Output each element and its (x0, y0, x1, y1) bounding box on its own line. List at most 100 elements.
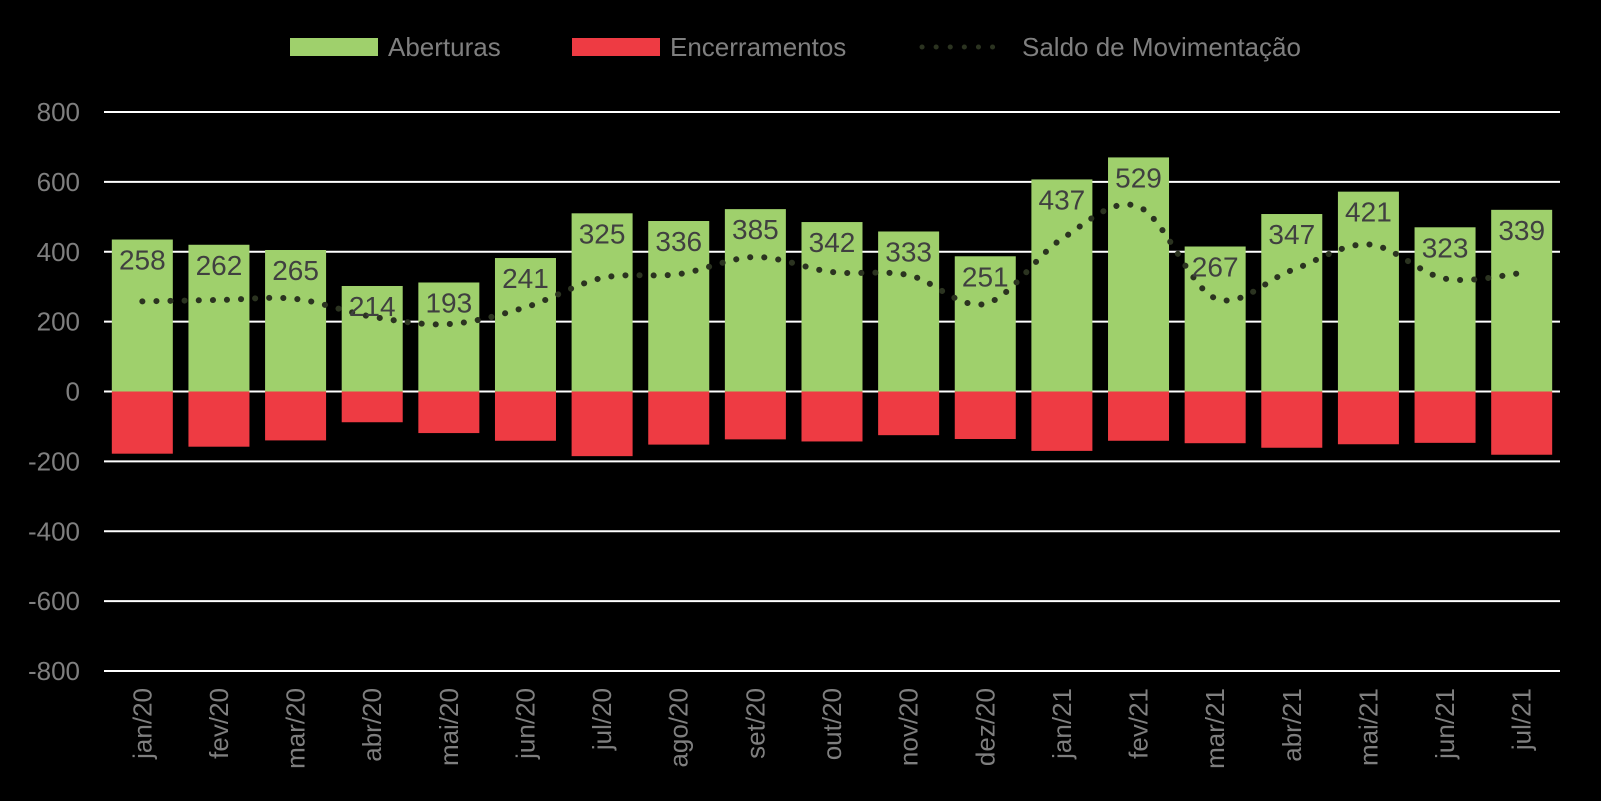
x-tick-label: jun/21 (1430, 688, 1460, 760)
bar-encerramentos (1261, 391, 1323, 448)
bar-encerramentos (724, 391, 786, 440)
bar-aberturas (801, 222, 863, 392)
bar-encerramentos (1414, 391, 1476, 443)
bar-aberturas (188, 244, 250, 392)
legend-label-encerramentos: Encerramentos (670, 32, 846, 62)
data-label: 262 (196, 250, 243, 281)
x-tick-label: jun/20 (510, 688, 540, 760)
saldo-line-path (139, 201, 1525, 328)
bar-aberturas (1491, 209, 1553, 392)
bar-encerramentos (265, 391, 327, 441)
x-tick-label: mai/21 (1353, 688, 1383, 766)
bar-aberturas (418, 282, 480, 392)
bar-aberturas (265, 250, 327, 392)
y-axis: 800 600 400 200 0 -200 -400 -600 -800 (28, 97, 80, 686)
bar-encerramentos (111, 391, 173, 454)
x-tick-label: set/20 (740, 688, 770, 759)
data-label: 336 (655, 226, 702, 257)
bar-aberturas (111, 239, 173, 392)
legend-item-encerramentos: Encerramentos (572, 32, 846, 62)
y-tick-label: -600 (28, 586, 80, 616)
bar-encerramentos (1337, 391, 1399, 445)
x-tick-label: jan/20 (127, 688, 157, 760)
data-label: 385 (732, 214, 779, 245)
data-label: 267 (1192, 252, 1239, 283)
bar-encerramentos (878, 391, 940, 436)
x-tick-label: mar/20 (281, 688, 311, 769)
data-label: 339 (1498, 215, 1545, 246)
bars (111, 157, 1553, 457)
data-label: 421 (1345, 197, 1392, 228)
data-label: 333 (885, 236, 932, 267)
x-tick-label: abr/20 (357, 688, 387, 762)
bar-encerramentos (1491, 391, 1553, 455)
data-label: 437 (1039, 184, 1086, 215)
bar-aberturas (1337, 191, 1399, 392)
bar-encerramentos (341, 391, 403, 423)
bar-aberturas (341, 285, 403, 392)
x-tick-label: fev/20 (204, 688, 234, 759)
data-label: 325 (579, 218, 626, 249)
x-tick-label: mar/21 (1200, 688, 1230, 769)
x-tick-label: out/20 (817, 688, 847, 760)
y-tick-label: 600 (37, 167, 80, 197)
data-label: 258 (119, 245, 166, 276)
x-tick-label: fev/21 (1124, 688, 1154, 759)
x-tick-label: nov/20 (894, 688, 924, 766)
legend-label-saldo: Saldo de Movimentação (1022, 32, 1301, 62)
data-label: 342 (809, 227, 856, 258)
bar-encerramentos (188, 391, 250, 447)
legend-item-aberturas: Aberturas (290, 32, 501, 62)
x-tick-label: dez/20 (970, 688, 1000, 766)
data-label: 193 (425, 287, 472, 318)
bar-encerramentos (648, 391, 710, 445)
bar-aberturas (1261, 214, 1323, 392)
legend-label-aberturas: Aberturas (388, 32, 501, 62)
bar-encerramentos (1108, 391, 1170, 441)
data-label: 251 (962, 261, 1009, 292)
y-tick-label: -800 (28, 656, 80, 686)
bar-encerramentos (571, 391, 633, 457)
data-labels: 258 262 265 214 193 241 325 336 385 342 333 251 437 5… (119, 162, 1545, 322)
x-tick-label: jan/21 (1047, 688, 1077, 760)
x-tick-label: jul/21 (1507, 688, 1537, 751)
y-tick-label: 200 (37, 307, 80, 337)
data-label: 241 (502, 263, 549, 294)
y-tick-label: 400 (37, 237, 80, 267)
bar-encerramentos (1031, 391, 1093, 451)
bar-aberturas (1414, 227, 1476, 392)
bar-aberturas (494, 258, 556, 392)
bar-aberturas (1184, 246, 1246, 392)
x-axis: jan/20 fev/20 mar/20 abr/20 mai/20 jun/20 jul/… (127, 688, 1536, 769)
data-label: 265 (272, 255, 319, 286)
bar-aberturas (724, 209, 786, 392)
bar-aberturas (648, 221, 710, 392)
bar-aberturas (878, 231, 940, 392)
legend-swatch-aberturas (290, 38, 378, 56)
saldo-line (139, 201, 1525, 328)
bar-aberturas (954, 256, 1016, 392)
data-label: 323 (1422, 232, 1469, 263)
legend-item-saldo: Saldo de Movimentação (919, 32, 1301, 62)
data-label: 214 (349, 291, 396, 322)
y-tick-label: 800 (37, 97, 80, 127)
x-tick-label: jul/20 (587, 688, 617, 751)
y-tick-label: -400 (28, 516, 80, 546)
x-tick-label: mai/20 (434, 688, 464, 766)
bar-encerramentos (1184, 391, 1246, 444)
y-tick-label: -200 (28, 446, 80, 476)
bar-aberturas (571, 213, 633, 392)
data-label: 529 (1115, 162, 1162, 193)
y-tick-label: 0 (66, 377, 80, 407)
data-label: 347 (1268, 219, 1315, 250)
bar-encerramentos (418, 391, 480, 434)
x-tick-label: abr/21 (1277, 688, 1307, 762)
bar-aberturas (1108, 157, 1170, 392)
bar-encerramentos (801, 391, 863, 442)
legend: Aberturas Encerramentos Saldo de Movimen… (290, 32, 1301, 62)
legend-swatch-encerramentos (572, 38, 660, 56)
bar-aberturas (1031, 179, 1093, 392)
bar-encerramentos (954, 391, 1016, 440)
x-tick-label: ago/20 (664, 688, 694, 768)
